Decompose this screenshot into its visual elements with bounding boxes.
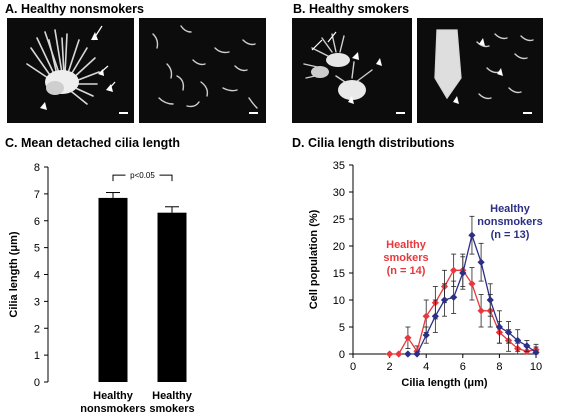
panel-d-point xyxy=(450,293,458,301)
panel-d-ylabel: Cell population (%) xyxy=(308,209,320,309)
micrograph-a-right-image xyxy=(152,25,258,114)
micrograph-b-left xyxy=(292,18,412,123)
panel-c-y-tick-label: 6 xyxy=(34,216,40,228)
micrograph-a-left-image xyxy=(26,25,128,114)
panel-c-annotation-bg xyxy=(125,169,160,182)
panel-d-series-label: (n = 13) xyxy=(491,229,530,241)
panel-d-series-label: nonsmokers xyxy=(477,216,542,228)
panel-c-y-tick-label: 5 xyxy=(34,243,40,255)
panel-c-y-tick-label: 8 xyxy=(34,162,40,174)
micrograph-b-right-image xyxy=(434,29,534,114)
panel-c-y-tick-label: 4 xyxy=(34,270,40,282)
panel-a-title: A. Healthy nonsmokers xyxy=(5,2,144,16)
panel-c-y-tick-label: 7 xyxy=(34,189,40,201)
panel-d-point xyxy=(532,348,540,356)
panel-d-series-label: Healthy xyxy=(490,203,531,215)
panel-c-annotation: p<0.05 xyxy=(130,171,155,180)
panel-d-x-tick-label: 10 xyxy=(530,361,542,373)
panel-d-series-label: (n = 14) xyxy=(387,265,426,277)
panel-c-y-tick-label: 0 xyxy=(34,377,40,389)
panel-d-point xyxy=(386,350,394,358)
panel-d-point xyxy=(459,269,467,277)
micrograph-b-left-image xyxy=(303,31,405,114)
panel-d-point xyxy=(431,312,439,320)
panel-d-y-tick-label: 20 xyxy=(333,241,345,253)
panel-d-x-tick-label: 2 xyxy=(387,361,393,373)
panel-d-point xyxy=(422,312,430,320)
panel-d-y-tick-label: 30 xyxy=(333,187,345,199)
panel-d-point xyxy=(404,334,412,342)
panel-d-y-tick-label: 0 xyxy=(339,349,345,361)
micrograph-b-right xyxy=(417,18,543,123)
panel-c-y-tick-label: 1 xyxy=(34,350,40,362)
panel-c-category-label: Healthy xyxy=(93,390,134,402)
panel-d-point xyxy=(486,296,494,304)
panel-d-x-tick-label: 0 xyxy=(350,361,356,373)
panel-d-point xyxy=(468,280,476,288)
panel-d-point xyxy=(395,350,403,358)
panel-d-point xyxy=(495,323,503,331)
panel-d-xlabel: Cilia length (μm) xyxy=(401,377,488,389)
panel-d-x-tick-label: 6 xyxy=(460,361,466,373)
panel-d-point xyxy=(422,331,430,339)
panel-c-y-tick-label: 2 xyxy=(34,323,40,335)
micrograph-a-left xyxy=(7,18,134,123)
panel-d-y-tick-label: 35 xyxy=(333,160,345,172)
panel-c-category-label: nonsmokers xyxy=(80,403,145,415)
panel-d-point xyxy=(477,258,485,266)
panel-c-svg: C. Mean detached cilia length Cilia leng… xyxy=(5,136,195,415)
panel-d-y-tick-label: 5 xyxy=(339,322,345,334)
panel-c-bar xyxy=(157,212,187,382)
panel-c-plot: 012345678HealthynonsmokersHealthysmokers… xyxy=(34,162,195,415)
panel-d-point xyxy=(514,336,522,345)
panel-d-series-label: smokers xyxy=(383,252,428,264)
panel-b-title: B. Healthy smokers xyxy=(293,2,410,16)
micrograph-a-right xyxy=(139,18,266,123)
panel-d-x-tick-label: 8 xyxy=(496,361,502,373)
panel-d-series-label: Healthy xyxy=(386,239,427,251)
panel-d-point xyxy=(440,296,449,304)
panel-c-title: C. Mean detached cilia length xyxy=(5,136,180,150)
panel-c-ylabel: Cilia length (μm) xyxy=(8,231,20,318)
panel-d-point xyxy=(477,307,485,315)
panel-d-title: D. Cilia length distributions xyxy=(292,136,455,150)
panel-c-y-tick-label: 3 xyxy=(34,296,40,308)
panel-d-svg: D. Cilia length distributions Cell popul… xyxy=(292,136,543,389)
panel-d-y-tick-label: 25 xyxy=(333,214,345,226)
panel-d-x-tick-label: 4 xyxy=(423,361,429,373)
panel-c-category-label: Healthy xyxy=(152,390,193,402)
panel-c-bar xyxy=(98,197,128,382)
panel-d-point xyxy=(413,350,421,358)
panel-d-point xyxy=(450,266,458,274)
panel-d-y-tick-label: 10 xyxy=(333,295,345,307)
panel-d-point xyxy=(404,350,412,358)
panel-d-point xyxy=(468,231,476,239)
panel-c-category-label: smokers xyxy=(149,403,194,415)
panel-d-y-tick-label: 15 xyxy=(333,268,345,280)
